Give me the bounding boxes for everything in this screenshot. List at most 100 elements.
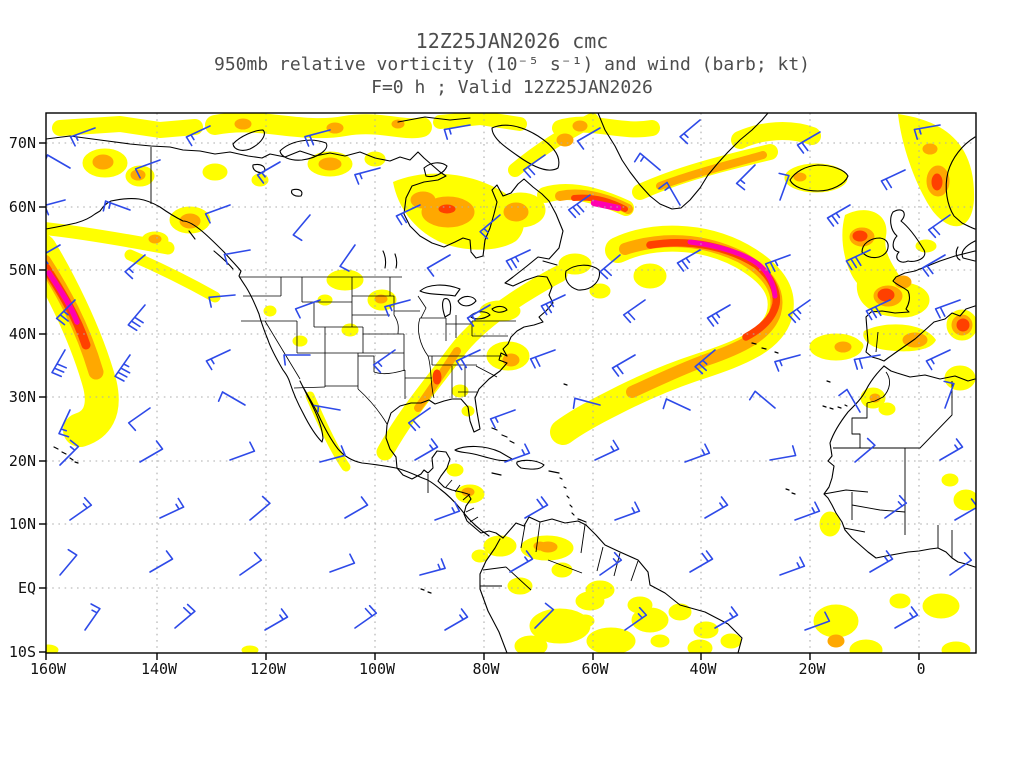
ireland-coastline	[861, 237, 889, 259]
wind-barb	[943, 380, 955, 409]
wind-barb	[114, 354, 131, 382]
lon-tick-label: 160W	[30, 660, 67, 678]
wind-barb	[414, 438, 439, 461]
wind-barb	[684, 443, 711, 463]
wind-barb	[509, 550, 534, 573]
lake-michigan	[442, 298, 452, 318]
wind-barb	[205, 349, 231, 371]
wind-barb	[894, 606, 919, 629]
vorticity-level-4-magenta	[46, 199, 778, 325]
europe-coastline	[865, 250, 976, 362]
wind-barb	[426, 254, 451, 277]
wind-barb	[921, 254, 946, 277]
wind-barb	[329, 553, 356, 573]
wind-barb	[633, 152, 661, 171]
north-america-coastline	[46, 135, 564, 539]
wind-barb	[58, 409, 71, 438]
lake-winnipeg	[382, 250, 398, 269]
galapagos-islands	[420, 588, 432, 594]
title-valid: F=0 h ; Valid 12Z25JAN2026	[371, 77, 653, 98]
wind-barb	[869, 550, 894, 573]
wind-barb	[804, 611, 831, 631]
lon-tick-label: 120W	[250, 660, 287, 678]
wind-barb	[304, 129, 331, 147]
lake-huron	[457, 295, 477, 307]
victoria-island	[279, 139, 328, 161]
wind-barb	[796, 131, 821, 154]
wind-barb	[149, 550, 174, 573]
wind-barb	[84, 603, 101, 631]
wind-barb	[714, 606, 739, 629]
hawaii-islands	[53, 446, 79, 464]
wind-barb	[444, 608, 469, 631]
wind-barb	[69, 496, 93, 521]
wind-barb	[69, 127, 96, 147]
lon-tick-label: 100W	[359, 660, 396, 678]
wind-barb	[354, 167, 381, 185]
wind-barb	[787, 299, 811, 324]
lon-tick-label: 60W	[581, 660, 609, 678]
anticosti-island	[542, 260, 558, 266]
wind-barb	[913, 124, 941, 140]
lon-tick-label: 80W	[472, 660, 500, 678]
wind-barb	[249, 495, 271, 521]
great-slave-lake	[291, 188, 303, 197]
wind-barb	[599, 254, 621, 280]
wind-barb	[769, 445, 797, 461]
lat-tick-label: 20N	[9, 452, 36, 470]
wind-barb	[679, 119, 701, 145]
newfoundland-island	[564, 264, 601, 291]
lat-tick-label: 40N	[9, 325, 36, 343]
wind-barb	[139, 440, 164, 463]
wind-barb-layer	[46, 119, 976, 631]
bahamas-islands	[491, 427, 515, 444]
wind-barb	[748, 390, 776, 409]
wind-barb	[223, 249, 251, 265]
wind-barb	[826, 204, 851, 227]
lat-tick-label: 60N	[9, 198, 36, 216]
wind-barb	[614, 501, 641, 521]
southampton-island	[423, 162, 448, 178]
vancouver-island	[213, 250, 234, 270]
lat-tick-label: 30N	[9, 388, 36, 406]
wind-barb	[344, 496, 369, 519]
wind-barb	[46, 199, 66, 216]
arctic-islands-north	[397, 116, 471, 123]
wind-barb	[127, 304, 146, 332]
denmark-coastline	[955, 246, 961, 261]
wind-barb	[59, 439, 80, 466]
wind-barb	[489, 409, 516, 429]
wind-barb	[880, 169, 906, 191]
iceland-coastline	[789, 164, 849, 192]
wind-barb	[395, 204, 421, 226]
baffin-island	[491, 124, 560, 171]
lon-tick-label: 140W	[141, 660, 178, 678]
lat-tick-label: 70N	[9, 134, 36, 152]
wind-barb	[229, 441, 256, 461]
lon-tick-label: 0	[916, 660, 925, 678]
wind-barb	[319, 445, 346, 463]
wind-barb	[927, 214, 951, 239]
wind-barb	[534, 602, 555, 629]
south-america-north-coastline	[502, 516, 743, 653]
wind-barb	[522, 154, 546, 179]
wind-barb	[384, 299, 411, 317]
map-frame	[45, 112, 977, 654]
wind-barb	[624, 606, 648, 631]
greenland-coastline	[597, 113, 769, 210]
chart-title-block: 12Z25JAN2026 cmc 950mb relative vorticit…	[0, 30, 1024, 99]
wind-barb	[372, 349, 396, 374]
pacific-coastline	[46, 198, 490, 537]
wind-barb	[529, 349, 556, 369]
cape-verde-islands	[785, 488, 796, 495]
wind-barb	[217, 391, 246, 406]
wind-barb	[524, 496, 549, 519]
puerto-rico-island	[548, 470, 560, 474]
wind-barb	[505, 249, 531, 271]
wind-barb	[954, 498, 976, 521]
wind-barb	[689, 550, 714, 573]
wind-barb	[611, 354, 636, 377]
